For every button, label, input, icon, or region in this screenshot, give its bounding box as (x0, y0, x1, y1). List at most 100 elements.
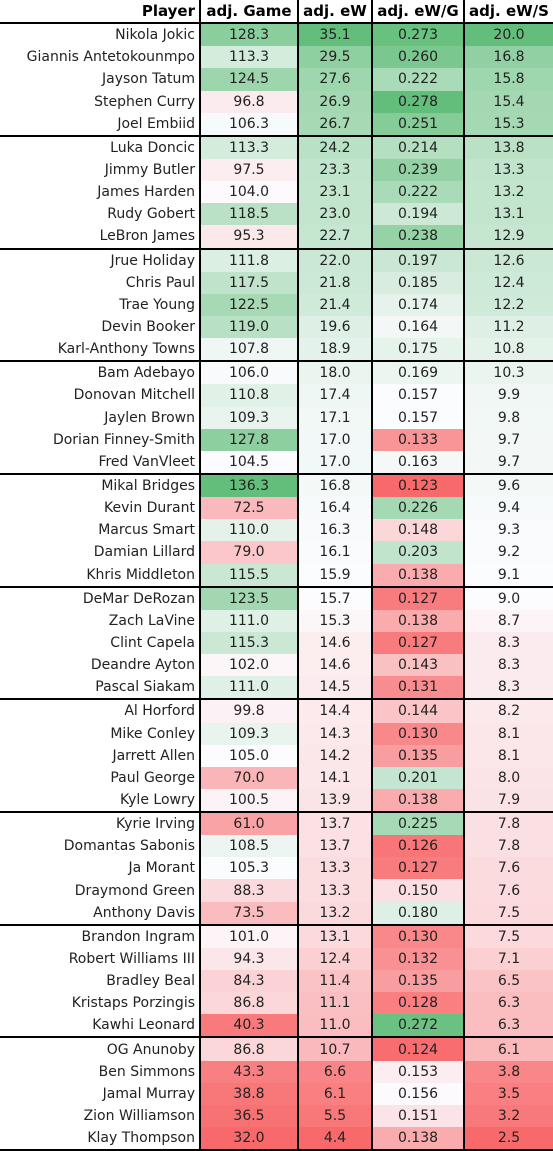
adj-ew-per-game-cell[interactable]: 0.148 (371, 519, 464, 542)
adj-ew-per-game-cell[interactable]: 0.130 (371, 722, 464, 745)
adj-ew-cell[interactable]: 13.9 (297, 788, 372, 814)
player-cell[interactable]: Jrue Holiday (110, 252, 195, 269)
adj-ew-cell[interactable]: 14.6 (297, 631, 372, 655)
adj-ew-cell[interactable]: 22.7 (297, 225, 372, 250)
adj-ew-per-season-cell[interactable]: 7.9 (463, 788, 553, 814)
player-cell[interactable]: Ja Morant (128, 860, 196, 877)
adj-ew-per-season-cell[interactable]: 8.3 (463, 654, 553, 677)
adj-game-cell[interactable]: 96.8 (199, 90, 298, 113)
adj-game-cell[interactable]: 73.5 (199, 901, 298, 926)
adj-ew-cell[interactable]: 13.3 (297, 879, 372, 902)
player-cell[interactable]: Trae Young (119, 296, 195, 313)
adj-ew-cell[interactable]: 13.2 (297, 901, 372, 926)
player-cell[interactable]: Fred VanVleet (0, 450, 200, 475)
adj-game-cell[interactable]: 113.3 (199, 46, 298, 69)
player-cell[interactable]: Kawhi Leonard (0, 1014, 200, 1039)
adj-ew-per-season-cell[interactable]: 9.9 (463, 384, 553, 407)
adj-ew-per-season-cell[interactable]: 13.8 (463, 135, 553, 159)
adj-game-cell[interactable]: 104.5 (199, 450, 298, 475)
adj-ew-per-game-cell[interactable]: 0.214 (371, 135, 464, 159)
adj-ew-cell[interactable]: 10.7 (297, 1037, 372, 1061)
adj-ew-cell[interactable]: 16.8 (297, 473, 372, 498)
adj-ew-cell[interactable]: 19.6 (297, 315, 372, 339)
adj-ew-per-game-cell[interactable]: 0.272 (371, 1014, 464, 1039)
header-player[interactable]: Player (0, 0, 200, 25)
adj-ew-per-season-cell[interactable]: 15.8 (463, 68, 553, 91)
adj-ew-cell[interactable]: 14.2 (297, 744, 372, 767)
adj-game-cell[interactable]: 113.3 (199, 135, 298, 159)
adj-ew-per-season-cell[interactable]: 7.5 (463, 924, 553, 948)
adj-ew-per-season-cell[interactable]: 8.3 (463, 676, 553, 701)
header-adj-ew-per-game[interactable]: adj. eW/G (371, 0, 464, 25)
adj-ew-per-game-cell[interactable]: 0.130 (371, 924, 464, 948)
adj-game-cell[interactable]: 122.5 (199, 293, 298, 316)
adj-ew-per-game-cell[interactable]: 0.157 (371, 384, 464, 407)
adj-game-cell[interactable]: 105.0 (199, 744, 298, 767)
adj-game-cell[interactable]: 111.0 (199, 676, 298, 701)
adj-ew-per-game-cell[interactable]: 0.124 (371, 1037, 464, 1061)
player-cell[interactable]: OG Anunoby (106, 1041, 195, 1058)
player-cell[interactable]: Luka Doncic (110, 139, 195, 156)
adj-game-cell[interactable]: 95.3 (199, 225, 298, 250)
adj-ew-cell[interactable]: 17.0 (297, 428, 372, 451)
adj-game-cell[interactable]: 119.0 (199, 315, 298, 339)
player-cell[interactable]: Kevin Durant (104, 500, 195, 517)
player-cell[interactable]: Al Horford (124, 703, 195, 720)
adj-game-cell[interactable]: 123.5 (199, 586, 298, 610)
adj-game-cell[interactable]: 32.0 (199, 1127, 298, 1151)
adj-game-cell[interactable]: 110.8 (199, 384, 298, 407)
adj-ew-per-season-cell[interactable]: 9.0 (463, 586, 553, 610)
adj-ew-per-season-cell[interactable]: 9.7 (463, 450, 553, 475)
adj-game-cell[interactable]: 118.5 (199, 203, 298, 226)
adj-ew-per-season-cell[interactable]: 20.0 (463, 23, 553, 47)
adj-ew-per-season-cell[interactable]: 6.3 (463, 1014, 553, 1039)
adj-game-cell[interactable]: 94.3 (199, 947, 298, 971)
player-cell[interactable]: Brandon Ingram (81, 928, 195, 945)
adj-ew-per-season-cell[interactable]: 9.8 (463, 406, 553, 429)
adj-ew-per-game-cell[interactable]: 0.180 (371, 901, 464, 926)
adj-ew-cell[interactable]: 15.9 (297, 563, 372, 588)
adj-ew-per-game-cell[interactable]: 0.203 (371, 541, 464, 564)
adj-ew-cell[interactable]: 17.1 (297, 406, 372, 429)
adj-game-cell[interactable]: 136.3 (199, 473, 298, 498)
adj-ew-per-season-cell[interactable]: 9.1 (463, 563, 553, 588)
player-cell[interactable]: Kristaps Porzingis (71, 995, 195, 1012)
adj-ew-cell[interactable]: 14.6 (297, 654, 372, 677)
player-cell[interactable]: Deandre Ayton (90, 657, 195, 674)
adj-ew-per-season-cell[interactable]: 9.3 (463, 519, 553, 542)
adj-ew-cell[interactable]: 14.1 (297, 766, 372, 789)
adj-ew-cell[interactable]: 22.0 (297, 248, 372, 272)
adj-ew-cell[interactable]: 23.0 (297, 203, 372, 226)
adj-ew-cell[interactable]: 6.1 (297, 1082, 372, 1105)
adj-game-cell[interactable]: 115.3 (199, 631, 298, 655)
adj-game-cell[interactable]: 88.3 (199, 879, 298, 902)
adj-ew-per-season-cell[interactable]: 3.5 (463, 1082, 553, 1105)
adj-ew-cell[interactable]: 13.1 (297, 924, 372, 948)
adj-ew-per-season-cell[interactable]: 6.5 (463, 970, 553, 993)
adj-ew-per-game-cell[interactable]: 0.222 (371, 68, 464, 91)
adj-game-cell[interactable]: 106.3 (199, 112, 298, 137)
adj-ew-per-season-cell[interactable]: 8.2 (463, 699, 553, 723)
adj-ew-cell[interactable]: 6.6 (297, 1060, 372, 1083)
adj-game-cell[interactable]: 86.8 (199, 992, 298, 1015)
adj-game-cell[interactable]: 105.3 (199, 857, 298, 880)
adj-ew-per-season-cell[interactable]: 13.3 (463, 158, 553, 182)
player-cell[interactable]: Rudy Gobert (107, 206, 195, 223)
player-cell[interactable]: Damian Lillard (93, 544, 195, 561)
adj-game-cell[interactable]: 107.8 (199, 338, 298, 363)
adj-game-cell[interactable]: 40.3 (199, 1014, 298, 1039)
adj-ew-per-season-cell[interactable]: 12.6 (463, 248, 553, 272)
player-cell[interactable]: Khris Middleton (0, 563, 200, 588)
adj-ew-cell[interactable]: 17.4 (297, 384, 372, 407)
adj-game-cell[interactable]: 102.0 (199, 654, 298, 677)
adj-ew-per-game-cell[interactable]: 0.135 (371, 744, 464, 767)
player-cell[interactable]: Mikal Bridges (101, 478, 195, 495)
adj-ew-per-season-cell[interactable]: 3.2 (463, 1104, 553, 1128)
player-cell[interactable]: Stephen Curry (94, 93, 195, 110)
adj-ew-per-game-cell[interactable]: 0.153 (371, 1060, 464, 1083)
adj-ew-per-game-cell[interactable]: 0.185 (371, 271, 464, 294)
adj-ew-per-season-cell[interactable]: 6.3 (463, 992, 553, 1015)
adj-ew-cell[interactable]: 23.3 (297, 158, 372, 182)
adj-ew-per-game-cell[interactable]: 0.138 (371, 563, 464, 588)
adj-ew-per-season-cell[interactable]: 7.1 (463, 947, 553, 971)
